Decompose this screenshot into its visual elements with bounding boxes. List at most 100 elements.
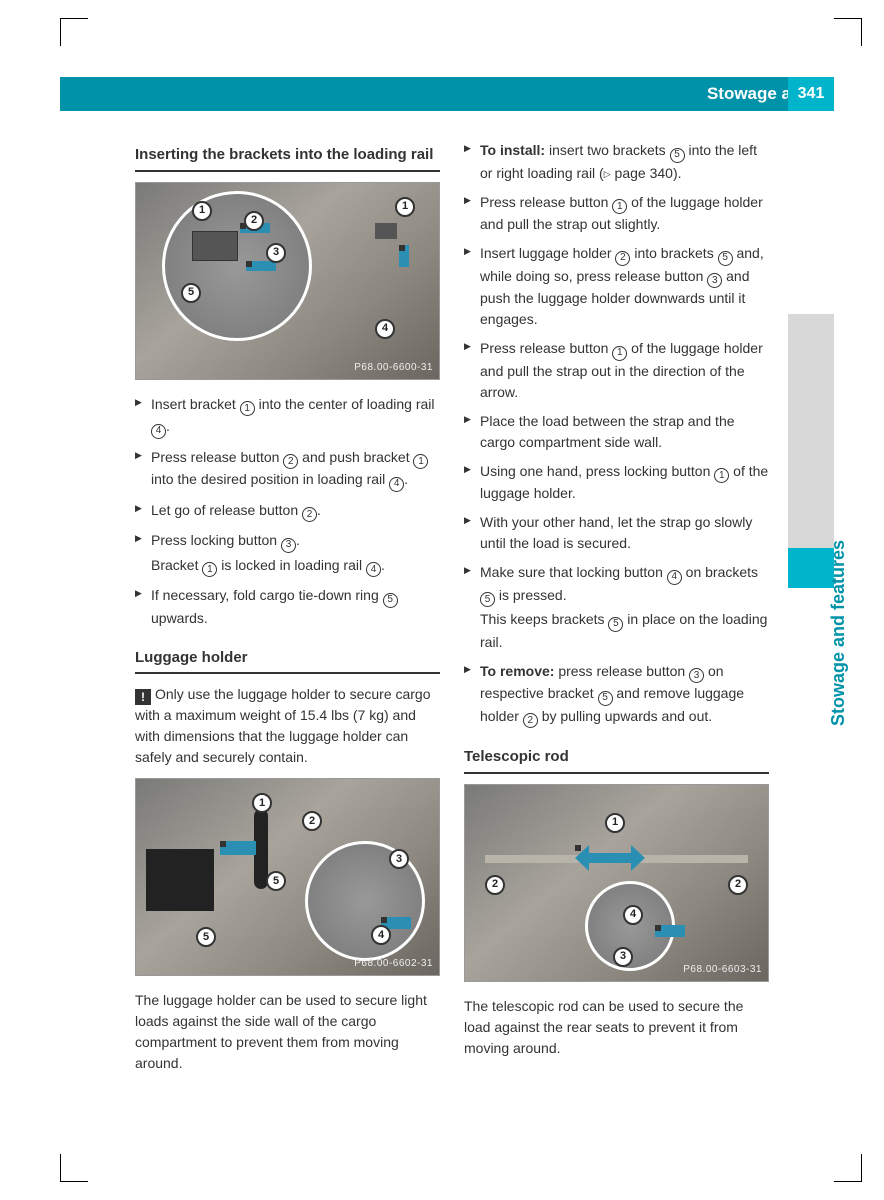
callout-3: 3 — [266, 243, 286, 263]
crop-mark — [834, 1154, 862, 1182]
text: insert two brackets — [545, 142, 670, 158]
text: . — [317, 502, 321, 518]
callout-4: 4 — [371, 925, 391, 945]
warning-icon: ! — [135, 689, 151, 705]
text: Let go of release button — [151, 502, 302, 518]
enc-2: 2 — [283, 454, 298, 469]
callout-5: 5 — [181, 283, 201, 303]
step-item: Insert luggage holder 2 into brackets 5 … — [464, 243, 769, 330]
header-bar: Stowage areas — [60, 77, 834, 111]
enc-1: 1 — [202, 562, 217, 577]
text: is locked in loading rail — [217, 557, 366, 573]
step-item: Insert bracket 1 into the center of load… — [135, 394, 440, 439]
step-continuation: This keeps brackets 5 in place on the lo… — [464, 609, 769, 653]
step-item: Press release button 1 of the luggage ho… — [464, 338, 769, 403]
callout-1: 1 — [192, 201, 212, 221]
step-list: To remove: press release button 3 on res… — [464, 661, 769, 729]
enc-4: 4 — [151, 424, 166, 439]
text: Bracket — [151, 557, 202, 573]
enc-5: 5 — [480, 592, 495, 607]
enc-4: 4 — [366, 562, 381, 577]
callout-1: 1 — [605, 813, 625, 833]
text: press release button — [554, 663, 689, 679]
callout-2b: 2 — [728, 875, 748, 895]
callout-1: 1 — [252, 793, 272, 813]
side-label: Stowage and features — [828, 540, 849, 726]
text: . — [404, 471, 408, 487]
text: upwards. — [151, 610, 208, 626]
text: page 340). — [611, 165, 682, 181]
text: is pressed. — [495, 587, 567, 603]
enc-3: 3 — [689, 668, 704, 683]
text: and push bracket — [298, 449, 413, 465]
step-item: With your other hand, let the strap go s… — [464, 512, 769, 554]
step-item: Place the load between the strap and the… — [464, 411, 769, 453]
enc-4: 4 — [667, 570, 682, 585]
column-right: To install: insert two brackets 5 into t… — [464, 140, 769, 1084]
step-list: Insert bracket 1 into the center of load… — [135, 394, 440, 553]
crop-mark — [60, 1154, 88, 1182]
callout-5b: 5 — [196, 927, 216, 947]
enc-4: 4 — [389, 477, 404, 492]
callout-4: 4 — [623, 905, 643, 925]
text: Press release button — [151, 449, 283, 465]
triangle-icon: ▷ — [604, 168, 611, 182]
crop-mark — [60, 18, 88, 46]
step-item: To remove: press release button 3 on res… — [464, 661, 769, 729]
step-item: Make sure that locking button 4 on brack… — [464, 562, 769, 607]
text: Press release button — [480, 340, 612, 356]
callout-3: 3 — [389, 849, 409, 869]
holder-body — [146, 849, 214, 911]
text: . — [166, 418, 170, 434]
callout-4: 4 — [375, 319, 395, 339]
enc-5: 5 — [598, 691, 613, 706]
text: Insert luggage holder — [480, 245, 615, 261]
text: into the center of loading rail — [255, 396, 435, 412]
figure-caption: P68.00-6603-31 — [683, 962, 762, 977]
bracket-small — [375, 223, 397, 239]
section-title: Luggage holder — [135, 647, 440, 675]
text: Press locking button — [151, 532, 281, 548]
callout-1b: 1 — [395, 197, 415, 217]
enc-1: 1 — [612, 199, 627, 214]
paragraph: The luggage holder can be used to secure… — [135, 990, 440, 1074]
enc-3: 3 — [281, 538, 296, 553]
step-item: Let go of release button 2. — [135, 500, 440, 523]
callout-2: 2 — [244, 211, 264, 231]
blue-arrow-icon — [220, 841, 256, 855]
callout-2: 2 — [485, 875, 505, 895]
enc-3: 3 — [707, 273, 722, 288]
figure-luggage-holder: 1 2 5 5 3 4 P68.00-6602-31 — [135, 778, 440, 976]
step-item: To install: insert two brackets 5 into t… — [464, 140, 769, 184]
callout-2: 2 — [302, 811, 322, 831]
step-item: Press release button 2 and push bracket … — [135, 447, 440, 492]
callout-5: 5 — [266, 871, 286, 891]
figure-brackets-rail: 1 2 3 5 1 4 P68.00-6600-31 — [135, 182, 440, 380]
text: Insert bracket — [151, 396, 240, 412]
figure-telescopic-rod: 1 2 2 4 3 P68.00-6603-31 — [464, 784, 769, 982]
column-left: Inserting the brackets into the loading … — [135, 140, 440, 1084]
bold-label: To remove: — [480, 663, 554, 679]
text: into the desired position in loading rai… — [151, 471, 389, 487]
enc-5: 5 — [670, 148, 685, 163]
text: . — [381, 557, 385, 573]
enc-5: 5 — [383, 593, 398, 608]
step-list: To install: insert two brackets 5 into t… — [464, 140, 769, 607]
step-continuation: Bracket 1 is locked in loading rail 4. — [135, 555, 440, 578]
enc-1: 1 — [240, 401, 255, 416]
content-area: Inserting the brackets into the loading … — [135, 140, 769, 1084]
page-number: 341 — [788, 77, 834, 111]
enc-2: 2 — [302, 507, 317, 522]
text: Make sure that locking button — [480, 564, 667, 580]
enc-1: 1 — [714, 468, 729, 483]
enc-2: 2 — [523, 713, 538, 728]
text: Using one hand, press locking button — [480, 463, 714, 479]
double-arrow-icon — [575, 845, 645, 871]
figure-caption: P68.00-6600-31 — [354, 360, 433, 375]
enc-1: 1 — [413, 454, 428, 469]
step-item: Press locking button 3. — [135, 530, 440, 553]
enc-5: 5 — [718, 251, 733, 266]
side-tab — [788, 314, 834, 548]
text: This keeps brackets — [480, 611, 608, 627]
text: on brackets — [682, 564, 758, 580]
